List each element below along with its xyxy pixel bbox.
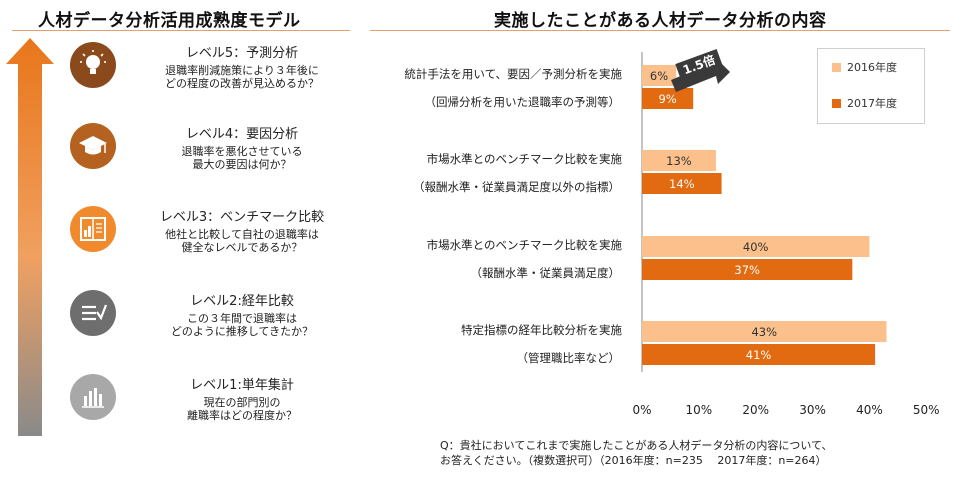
- bar-value-label: 40%: [743, 240, 769, 254]
- level-description-line2: 離職率はどの程度か？: [187, 409, 297, 422]
- level-description-line1: 退職率を悪化させている: [181, 145, 303, 158]
- category-sublabel: （回帰分析を用いた退職率の予測等）: [425, 95, 621, 109]
- level-icon-circle: [70, 374, 116, 420]
- maturity-level-3: レベル3：ベンチマーク比較 他社と比較して自社の退職率は 健全なレベルであるか？: [62, 206, 362, 276]
- legend-item-2016: 2016年度: [832, 59, 897, 75]
- list-check-icon: [82, 304, 108, 321]
- level-title: レベル1:単年集計: [190, 378, 294, 393]
- lightbulb-icon: [80, 50, 106, 74]
- bar-2016: [642, 236, 870, 257]
- level-description: 現在の部門別の 離職率はどの程度か？: [122, 396, 362, 422]
- survey-note-line2: お答えください。（複数選択可）（2016年度：n=235 2017年度：n=26…: [440, 454, 827, 467]
- category-label: 市場水準とのベンチマーク比較を実施: [427, 152, 623, 166]
- bar-value-label: 14%: [669, 177, 695, 191]
- level-description-line1: この３年間で退職率は: [187, 312, 297, 325]
- legend-swatch-2016: [832, 63, 841, 72]
- bar-2016: [642, 321, 887, 342]
- right-title-rule: [370, 30, 950, 31]
- level-description-line2: 最大の要因は何か？: [192, 158, 292, 171]
- level-description: 退職率を悪化させている 最大の要因は何か？: [122, 145, 362, 171]
- survey-note: Q：貴社においてこれまで実施したことがある人材データ分析の内容について、 お答え…: [440, 438, 832, 468]
- level-title: レベル5：予測分析: [185, 46, 299, 61]
- maturity-level-4: レベル4：要因分析 退職率を悪化させている 最大の要因は何か？: [62, 123, 362, 193]
- maturity-level-1: レベル1:単年集計 現在の部門別の 離職率はどの程度か？: [62, 374, 362, 444]
- bar-value-label: 13%: [666, 154, 692, 168]
- category-label: 市場水準とのベンチマーク比較を実施: [427, 238, 623, 252]
- survey-note-line1: Q：貴社においてこれまで実施したことがある人材データ分析の内容について、: [440, 439, 833, 452]
- maturity-level-5: レベル5：予測分析退職率削減施策により３年後に どの程度の改善が見込めるか？: [62, 42, 362, 112]
- right-title: 実施したことがある人材データ分析の内容: [494, 11, 827, 31]
- x-tick-label: 40%: [856, 403, 883, 417]
- legend-swatch-2017: [832, 99, 841, 108]
- category-label: 特定指標の経年比較分析を実施: [461, 323, 622, 337]
- chart-legend: 2016年度 2017年度: [817, 48, 925, 124]
- level-icon-circle: [70, 42, 116, 88]
- bar-2016: [642, 150, 716, 171]
- level-icon-circle: [70, 123, 116, 169]
- category-sublabel: （管理職比率など）: [517, 351, 621, 365]
- maturity-arrow: [6, 38, 54, 436]
- level-description-line1: 他社と比較して自社の退職率は: [165, 228, 319, 241]
- bar-value-label: 6%: [650, 69, 668, 83]
- bar-value-label: 37%: [734, 263, 760, 277]
- bar-2016: [642, 65, 677, 86]
- left-title-rule: [12, 30, 350, 31]
- level-title: レベル3：ベンチマーク比較: [159, 210, 325, 225]
- bar-2017: [642, 88, 694, 109]
- level-description: この３年間で退職率は どのように推移してきたか？: [122, 312, 362, 338]
- bar-2017: [642, 259, 853, 280]
- level-description-line2: 健全なレベルであるか？: [181, 241, 303, 254]
- bar-2017: [642, 173, 722, 194]
- bar-chart-icon: [82, 388, 104, 408]
- level-icon-circle: [70, 206, 116, 252]
- legend-label-2016: 2016年度: [847, 61, 897, 74]
- bar-2017: [642, 344, 876, 365]
- x-tick-label: 10%: [686, 403, 713, 417]
- legend-item-2017: 2017年度: [832, 95, 897, 111]
- maturity-level-2: レベル2:経年比較 この３年間で退職率は どのように推移してきたか？: [62, 290, 362, 360]
- level-icon-circle: [70, 290, 116, 336]
- category-sublabel: （報酬水準・従業員満足度以外の指標）: [413, 180, 620, 194]
- level-description: 退職率削減施策により３年後に どの程度の改善が見込めるか？: [122, 64, 362, 90]
- level-description-line2: どのように推移してきたか？: [170, 325, 314, 338]
- level-title: レベル2:経年比較: [190, 294, 294, 309]
- x-tick-label: 0%: [632, 403, 651, 417]
- level-description-line1: 現在の部門別の: [203, 396, 281, 409]
- book-chart-icon: [80, 217, 106, 241]
- x-tick-label: 30%: [799, 403, 826, 417]
- level-title: レベル4：要因分析: [185, 127, 299, 142]
- graduation-cap-icon: [79, 136, 107, 155]
- x-tick-label: 20%: [742, 403, 769, 417]
- bar-value-label: 41%: [746, 348, 772, 362]
- category-label: 統計手法を用いて、要因／予測分析を実施: [404, 67, 622, 81]
- legend-label-2017: 2017年度: [847, 97, 897, 110]
- level-description-line2: どの程度の改善が見込めるか？: [165, 77, 319, 90]
- level-description-line1: 退職率削減施策により３年後に: [165, 64, 319, 77]
- x-tick-label: 50%: [913, 403, 940, 417]
- bar-value-label: 9%: [658, 92, 676, 106]
- left-title: 人材データ分析活用成熟度モデル: [38, 11, 301, 31]
- level-description: 他社と比較して自社の退職率は 健全なレベルであるか？: [122, 228, 362, 254]
- category-sublabel: （報酬水準・従業員満足度）: [471, 266, 621, 280]
- bar-value-label: 43%: [751, 325, 777, 339]
